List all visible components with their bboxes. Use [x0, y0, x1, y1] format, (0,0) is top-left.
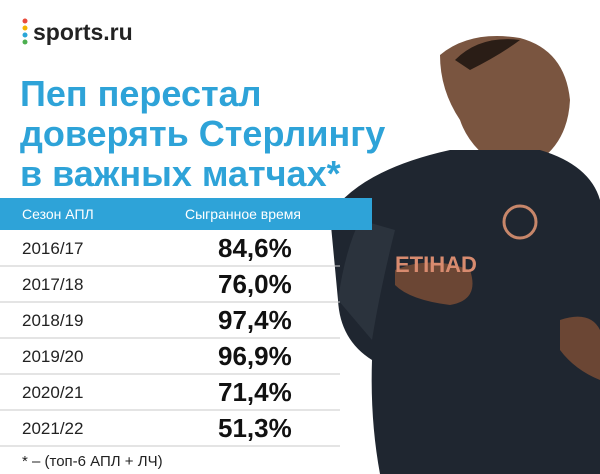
season: 2020/21: [22, 383, 83, 402]
played-time: 76,0%: [218, 269, 292, 299]
season: 2017/18: [22, 275, 83, 294]
season: 2021/22: [22, 419, 83, 438]
column-header: Сезон АПЛ: [22, 206, 94, 222]
logo-dot: [22, 32, 28, 38]
season: 2016/17: [22, 239, 83, 258]
season: 2019/20: [22, 347, 83, 366]
table-header-band: [0, 198, 372, 230]
played-time: 51,3%: [218, 413, 292, 443]
column-header: Сыгранное время: [185, 206, 301, 222]
logo-dot: [22, 18, 28, 24]
played-time: 97,4%: [218, 305, 292, 335]
shirt-sponsor: ETIHAD: [395, 252, 477, 277]
season: 2018/19: [22, 311, 83, 330]
played-time: 84,6%: [218, 233, 292, 263]
player-photo: ETIHAD: [330, 36, 600, 474]
title-line: доверять Стерлингу: [20, 113, 385, 154]
played-time: 96,9%: [218, 341, 292, 371]
logo-dot: [22, 39, 28, 45]
logo-dot: [22, 25, 28, 31]
title-line: в важных матчах*: [20, 153, 341, 194]
played-time: 71,4%: [218, 377, 292, 407]
title-line: Пеп перестал: [20, 73, 262, 114]
table-body: 2016/17 84,6% 2017/18 76,0% 2018/19 97,4% 2019…: [0, 233, 340, 447]
footnote: * – (топ-6 АПЛ + ЛЧ): [22, 453, 163, 470]
logo: sports.ru: [33, 19, 133, 45]
